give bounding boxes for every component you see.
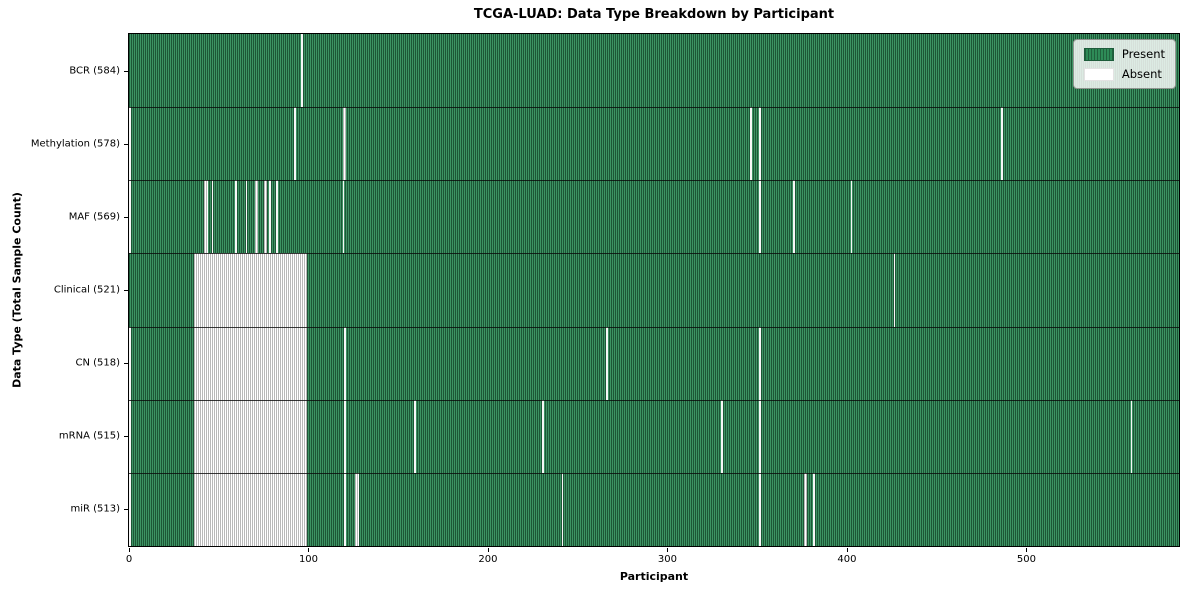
x-tick-label-400: 400 bbox=[837, 554, 857, 565]
heatmap bbox=[129, 34, 1179, 546]
x-axis-label: Participant bbox=[619, 570, 689, 583]
absent-segment bbox=[344, 399, 347, 473]
plot-area bbox=[128, 33, 1180, 547]
absent-segment bbox=[269, 180, 271, 254]
x-tick-label-0: 0 bbox=[125, 554, 133, 565]
absent-segment bbox=[355, 472, 359, 546]
absent-segment bbox=[793, 180, 795, 254]
heatmap-row-maf bbox=[129, 180, 1179, 254]
absent-segment bbox=[721, 399, 724, 473]
heatmap-row-mrna bbox=[129, 399, 1179, 473]
row-separator bbox=[129, 327, 1179, 328]
y-tick-mark bbox=[124, 363, 128, 365]
y-tick-mark bbox=[124, 216, 128, 218]
heatmap-row-bcr bbox=[129, 34, 1179, 108]
y-tick-mark bbox=[124, 436, 128, 438]
legend-label-present: Present bbox=[1121, 47, 1165, 61]
legend-swatch-present bbox=[1083, 47, 1114, 61]
absent-segment bbox=[129, 326, 131, 400]
absent-segment bbox=[234, 180, 237, 254]
absent-segment bbox=[294, 107, 296, 181]
row-separator bbox=[129, 180, 1179, 181]
absent-segment bbox=[193, 253, 307, 327]
absent-segment bbox=[759, 326, 761, 400]
y-tick-label-maf: MAF (569) bbox=[68, 211, 120, 223]
absent-segment bbox=[245, 180, 248, 254]
y-tick-label-methylation: Methylation (578) bbox=[30, 138, 120, 150]
legend-entry-present: Present bbox=[1083, 47, 1165, 61]
y-tick-label-cn: CN (518) bbox=[75, 357, 120, 369]
y-tick-mark bbox=[124, 290, 128, 291]
absent-segment bbox=[129, 399, 131, 473]
absent-segment bbox=[254, 180, 259, 254]
x-tick-label-200: 200 bbox=[478, 554, 498, 565]
heatmap-row-cn bbox=[129, 326, 1179, 400]
absent-segment bbox=[561, 472, 564, 546]
legend-swatch-absent bbox=[1083, 67, 1114, 81]
legend-label-absent: Absent bbox=[1121, 67, 1162, 81]
absent-segment bbox=[342, 107, 347, 181]
chart-title: TCGA-LUAD: Data Type Breakdown by Partic… bbox=[473, 7, 835, 22]
absent-segment bbox=[893, 253, 896, 327]
absent-segment bbox=[1130, 399, 1133, 473]
x-tick-label-300: 300 bbox=[657, 554, 677, 565]
absent-segment bbox=[204, 180, 208, 254]
legend: Present Absent bbox=[1072, 39, 1176, 89]
y-tick-label-mrna: mRNA (515) bbox=[58, 430, 120, 442]
absent-segment bbox=[193, 326, 307, 400]
heatmap-row-clinical bbox=[129, 253, 1179, 327]
absent-segment bbox=[129, 107, 131, 181]
y-tick-mark bbox=[124, 509, 128, 511]
legend-entry-absent: Absent bbox=[1083, 67, 1165, 81]
x-tick-label-100: 100 bbox=[298, 554, 319, 565]
x-tick-mark bbox=[846, 548, 848, 552]
absent-segment bbox=[750, 107, 752, 181]
x-tick-mark bbox=[308, 548, 310, 552]
absent-segment bbox=[301, 34, 304, 108]
absent-segment bbox=[193, 399, 307, 473]
y-tick-label-clinical: Clinical (521) bbox=[53, 284, 120, 296]
row-separator bbox=[129, 473, 1179, 474]
absent-segment bbox=[342, 180, 345, 254]
row-separator bbox=[129, 107, 1179, 108]
absent-segment bbox=[276, 180, 278, 254]
absent-segment bbox=[344, 326, 347, 400]
absent-segment bbox=[759, 180, 761, 254]
absent-segment bbox=[211, 180, 214, 254]
absent-segment bbox=[344, 472, 347, 546]
absent-segment bbox=[759, 472, 761, 546]
absent-segment bbox=[129, 472, 131, 546]
row-separator bbox=[129, 400, 1179, 401]
x-tick-mark bbox=[1026, 548, 1028, 552]
absent-segment bbox=[850, 180, 853, 254]
absent-segment bbox=[606, 326, 609, 400]
y-tick-mark bbox=[124, 143, 128, 145]
absent-segment bbox=[541, 399, 544, 473]
absent-segment bbox=[193, 472, 307, 546]
absent-segment bbox=[1001, 107, 1004, 181]
x-tick-mark bbox=[667, 548, 669, 552]
heatmap-row-methylation bbox=[129, 107, 1179, 181]
y-tick-mark bbox=[124, 70, 128, 72]
absent-segment bbox=[129, 180, 131, 254]
y-tick-label-bcr: BCR (584) bbox=[69, 65, 120, 77]
absent-segment bbox=[263, 180, 268, 254]
x-tick-mark bbox=[487, 548, 489, 552]
absent-segment bbox=[759, 399, 761, 473]
y-tick-label-mir: miR (513) bbox=[70, 503, 120, 515]
absent-segment bbox=[414, 399, 417, 473]
absent-segment bbox=[812, 472, 815, 546]
heatmap-row-mir bbox=[129, 472, 1179, 546]
x-tick-label-500: 500 bbox=[1016, 554, 1036, 565]
row-separator bbox=[129, 253, 1179, 254]
absent-segment bbox=[759, 107, 761, 181]
absent-segment bbox=[803, 472, 808, 546]
x-tick-mark bbox=[129, 548, 130, 552]
